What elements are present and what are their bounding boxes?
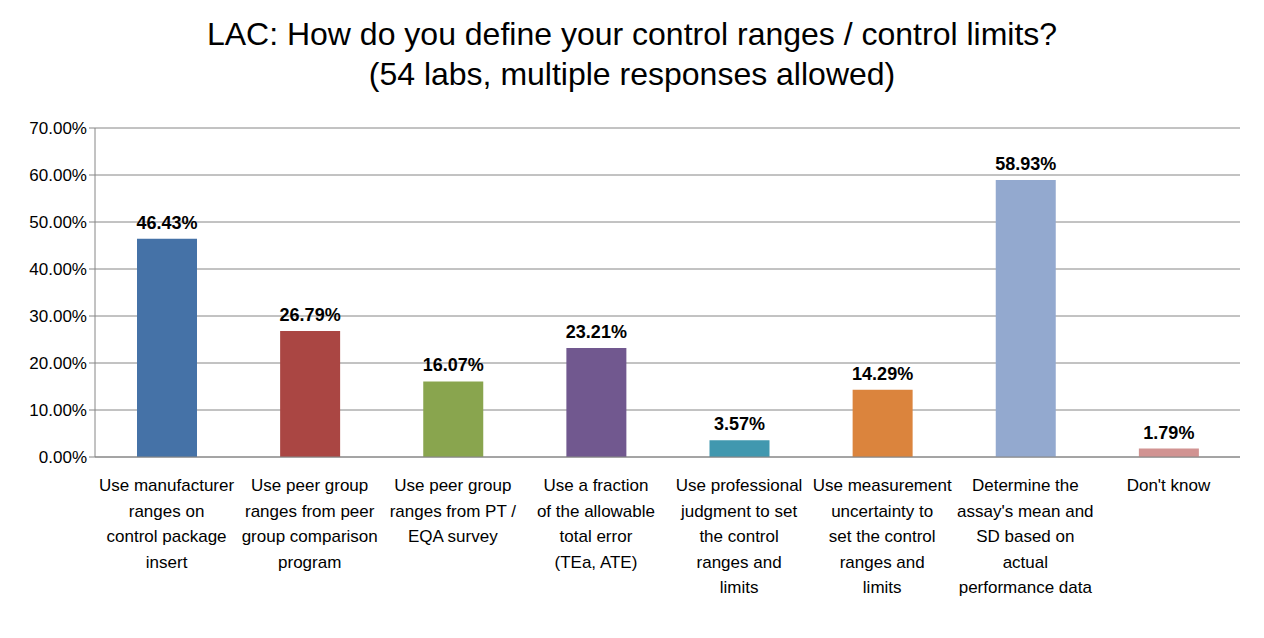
svg-text:23.21%: 23.21%	[566, 322, 627, 342]
svg-text:Don't know: Don't know	[1127, 476, 1211, 495]
html-text:(54 labs, multiple responses a: (54 labs, multiple responses allowed)	[368, 56, 896, 92]
svg-text:40.00%: 40.00%	[29, 260, 87, 279]
svg-text:20.00%: 20.00%	[29, 354, 87, 373]
svg-text:10.00%: 10.00%	[29, 401, 87, 420]
svg-text:16.07%: 16.07%	[423, 355, 484, 375]
svg-text:14.29%: 14.29%	[852, 364, 913, 384]
svg-text:26.79%: 26.79%	[280, 305, 341, 325]
svg-text:30.00%: 30.00%	[29, 307, 87, 326]
svg-text:60.00%: 60.00%	[29, 166, 87, 185]
svg-text:70.00%: 70.00%	[29, 119, 87, 138]
svg-text:Use professionaljudgment to se: Use professionaljudgment to setthe contr…	[676, 476, 803, 597]
svg-text:Use peer groupranges from peer: Use peer groupranges from peergroup comp…	[242, 476, 378, 572]
svg-text:46.43%: 46.43%	[136, 213, 197, 233]
svg-text:58.93%: 58.93%	[995, 154, 1056, 174]
svg-text:1.79%: 1.79%	[1143, 423, 1194, 443]
svg-text:Use manufacturerranges oncontr: Use manufacturerranges oncontrol package…	[99, 476, 234, 572]
svg-text:50.00%: 50.00%	[29, 213, 87, 232]
svg-text:Use peer groupranges from PT /: Use peer groupranges from PT /EQA survey	[390, 476, 517, 546]
svg-text:0.00%: 0.00%	[39, 448, 87, 467]
html-text:LAC: How do you define your co: LAC: How do you define your control rang…	[206, 16, 1058, 52]
svg-text:Determine theassay's mean andS: Determine theassay's mean andSD based on…	[957, 476, 1094, 597]
svg-text:Use measurementuncertainty tos: Use measurementuncertainty toset the con…	[813, 476, 952, 597]
svg-text:Use a fractionof the allowable: Use a fractionof the allowabletotal erro…	[537, 476, 655, 572]
svg-text:3.57%: 3.57%	[714, 414, 765, 434]
